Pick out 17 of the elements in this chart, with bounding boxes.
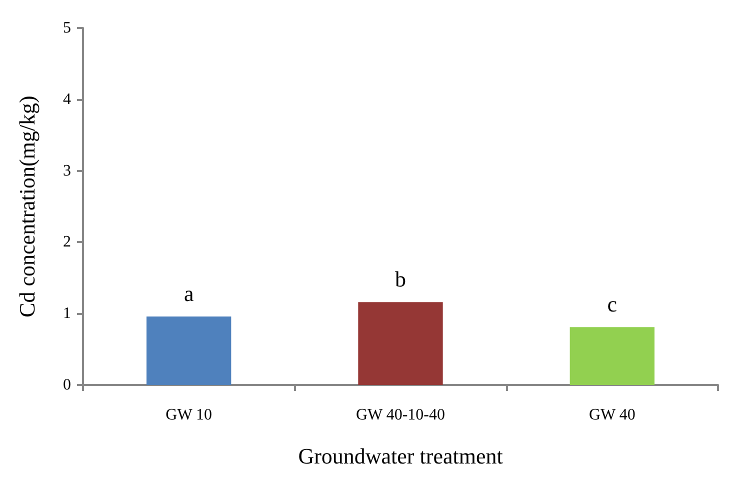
y-tick-label: 1: [63, 305, 71, 322]
x-tick-label: GW 40-10-40: [356, 406, 446, 424]
y-tick-label: 4: [63, 90, 71, 108]
y-tick-label: 3: [63, 162, 71, 180]
annotation: c: [607, 292, 618, 317]
y-tick-label: 5: [63, 20, 71, 36]
y-tick-label: 0: [63, 376, 71, 394]
x-axis-title: Groundwater treatment: [298, 444, 503, 468]
bar: [146, 316, 232, 385]
annotation: a: [184, 280, 194, 306]
y-tick-label: 2: [63, 234, 71, 251]
x-tick-label: GW 10: [166, 406, 212, 424]
bar: [358, 302, 443, 385]
bar: [570, 327, 654, 385]
annotation: b: [395, 266, 406, 292]
x-tick-label: GW 40: [588, 406, 636, 424]
y-axis-title: Cd concentration(mg/kg): [14, 96, 40, 318]
